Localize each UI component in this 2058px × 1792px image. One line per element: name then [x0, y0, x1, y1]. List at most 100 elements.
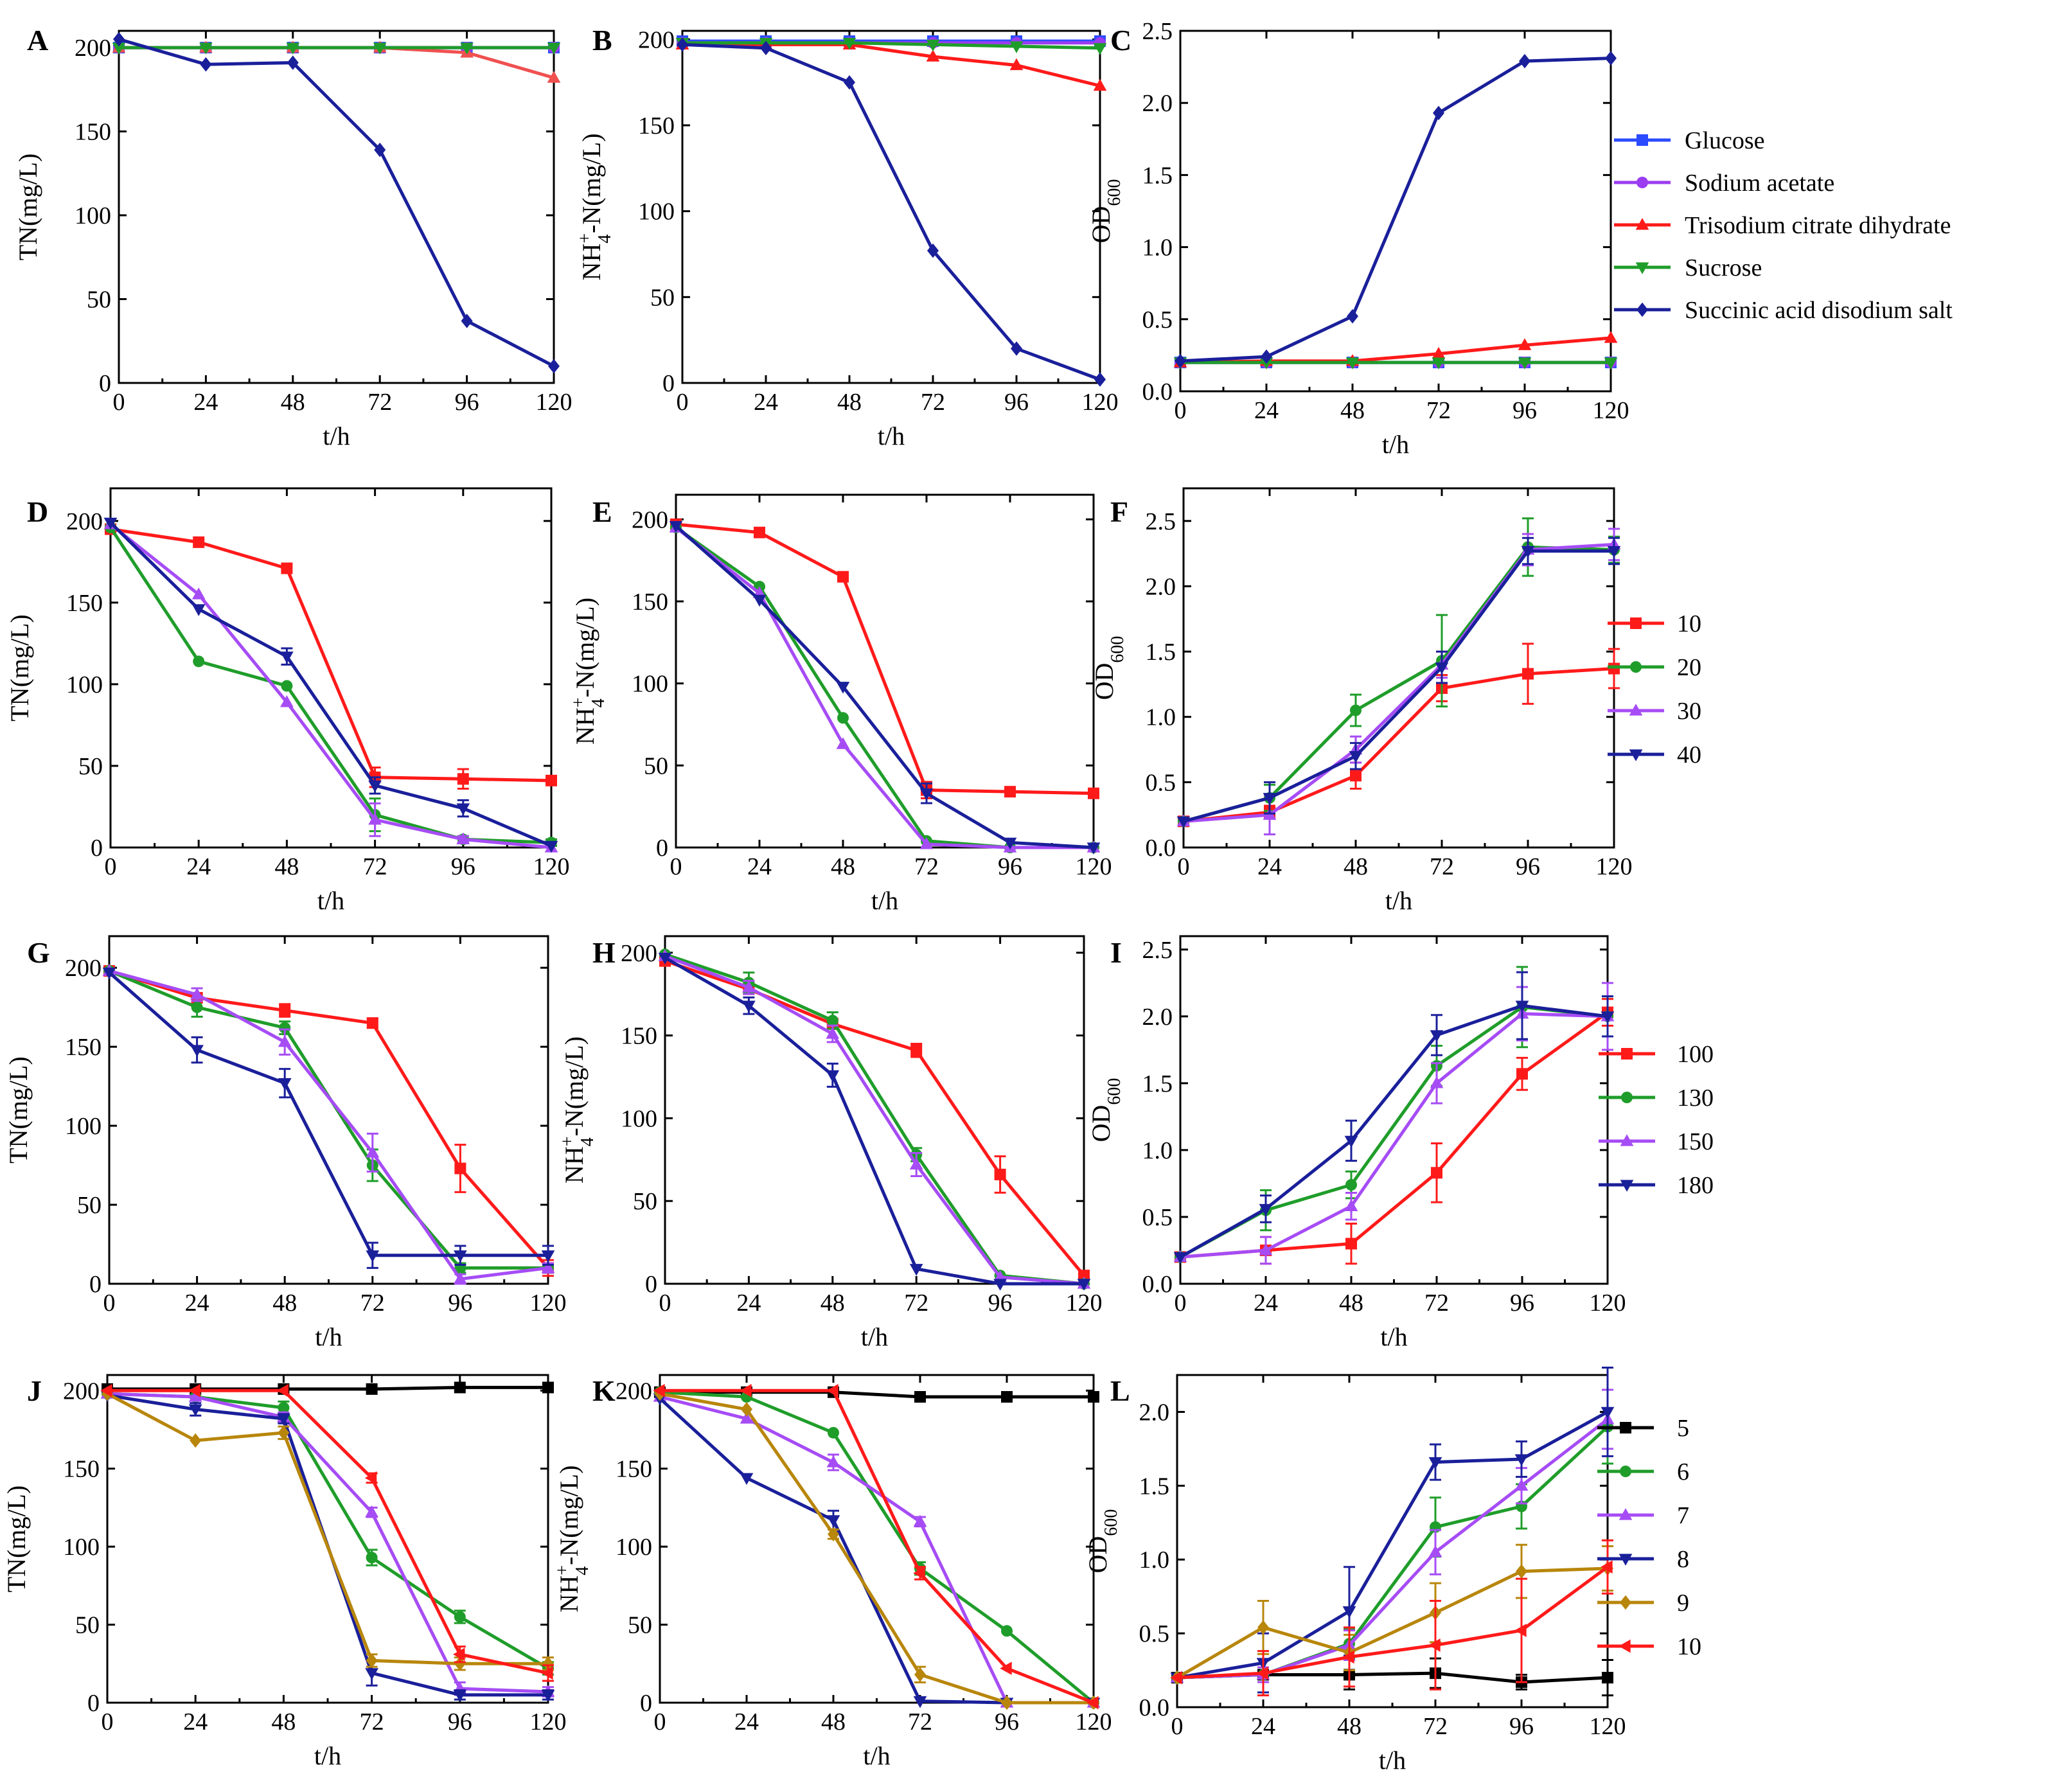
data-point	[460, 42, 474, 55]
data-point	[541, 1250, 555, 1263]
data-point	[909, 1157, 923, 1170]
data-point	[836, 737, 850, 749]
y-tick-label: 0.5	[1142, 306, 1173, 333]
data-point	[1004, 786, 1016, 798]
data-point	[1601, 1406, 1615, 1419]
series-9	[102, 1386, 554, 1671]
legend-carbon-source: Glucose Sodium acetate Trisodium citrate d…	[1614, 127, 1953, 324]
data-point	[547, 71, 561, 83]
y-axis-label: TN(mg/L)	[5, 614, 34, 722]
data-point	[278, 1034, 292, 1047]
legend-entry: Succinic acid disodium salt	[1614, 297, 1953, 324]
x-tick-label: 0	[1178, 853, 1190, 880]
series-130	[1175, 966, 1613, 1263]
y-tick-label: 150	[638, 112, 675, 139]
data-point	[461, 314, 473, 328]
x-tick-label: 72	[1426, 397, 1451, 424]
data-point	[541, 1690, 555, 1702]
y-tick-label: 50	[650, 284, 675, 311]
data-point	[1604, 331, 1618, 343]
legend-marker	[1621, 1048, 1633, 1060]
series-40	[103, 517, 558, 853]
legend-entry: 5	[1597, 1415, 1689, 1442]
data-point	[1342, 1650, 1354, 1664]
x-tick-label: 96	[451, 853, 475, 880]
data-point	[1170, 1671, 1182, 1685]
x-tick-label: 24	[1254, 1290, 1278, 1317]
data-point	[1175, 353, 1186, 369]
y-tick-label: 0.5	[1139, 1620, 1170, 1647]
data-point	[913, 1514, 927, 1527]
legend-entry: Trisodium citrate dihydrate	[1614, 212, 1951, 239]
y-tick-label: 100	[621, 1105, 657, 1132]
legend-marker	[1637, 177, 1648, 188]
data-point	[1350, 704, 1362, 716]
data-point	[1259, 1203, 1273, 1216]
data-point	[279, 1004, 291, 1016]
x-tick-label: 72	[1424, 1290, 1449, 1317]
data-point	[1088, 787, 1099, 799]
data-point	[1604, 357, 1618, 369]
data-point	[546, 774, 557, 786]
data-point	[542, 1381, 554, 1394]
legend-entry: 8	[1597, 1546, 1689, 1573]
y-axis-label: NH4+-N(mg/L)	[553, 1465, 592, 1612]
x-tick-label: 72	[904, 1290, 928, 1317]
y-tick-label: 0	[656, 835, 668, 862]
series-130	[659, 948, 1090, 1290]
series-line	[107, 1388, 549, 1675]
y-tick-label: 1.5	[1146, 639, 1176, 666]
y-tick-label: 2.0	[1139, 1399, 1170, 1426]
x-tick-label: 96	[998, 853, 1022, 880]
x-tick-label: 96	[988, 1290, 1013, 1317]
data-point	[1001, 1695, 1013, 1710]
data-point	[276, 1383, 289, 1397]
data-point	[1515, 1000, 1529, 1013]
data-point	[1607, 546, 1621, 558]
legend-entry: 130	[1599, 1085, 1714, 1112]
x-tick-label: 120	[1593, 397, 1629, 424]
y-tick-label: 150	[616, 1456, 652, 1483]
y-tick-label: 200	[638, 26, 675, 53]
legend-ph: 5 6 7 8 9 10	[1597, 1415, 1701, 1660]
series-line	[659, 1395, 1094, 1705]
series-line	[675, 526, 1094, 849]
data-point	[669, 520, 683, 533]
data-point	[1519, 53, 1530, 69]
data-point	[1516, 1068, 1528, 1080]
legend-label: 5	[1677, 1415, 1689, 1442]
data-point	[1349, 751, 1363, 763]
x-tick-label: 120	[1596, 853, 1633, 880]
series-line	[682, 42, 1101, 381]
y-tick-label: 100	[66, 671, 103, 698]
x-tick-label: 72	[368, 389, 392, 416]
data-point	[1518, 357, 1532, 369]
data-point	[1514, 1478, 1529, 1491]
data-point	[1518, 338, 1532, 350]
data-point	[1428, 1545, 1442, 1557]
data-point	[541, 1261, 555, 1273]
series-line	[107, 1392, 549, 1694]
data-point	[826, 1015, 838, 1027]
y-tick-label: 0	[662, 370, 675, 397]
series-line	[1183, 549, 1614, 823]
legend-label: 150	[1677, 1128, 1714, 1155]
x-tick-label: 24	[734, 1708, 759, 1735]
legend-marker	[1619, 1508, 1633, 1520]
x-tick-label: 48	[281, 389, 305, 416]
y-tick-label: 200	[63, 1378, 100, 1405]
series-line	[675, 524, 1094, 849]
panel-G: G 0 24 48 72 96 120 0 50 100 150 200 t/h TN(mg/L)	[4, 935, 567, 1351]
legend-entry: 100	[1599, 1041, 1714, 1068]
legend-rotation-speed: 100 130 150 180	[1599, 1041, 1714, 1199]
x-tick-label: 0	[670, 853, 682, 880]
legend-marker	[1621, 1092, 1633, 1103]
data-point	[1087, 1696, 1099, 1710]
y-axis-label: OD600	[1090, 636, 1128, 700]
legend-marker	[1619, 1554, 1633, 1566]
data-point	[365, 1505, 378, 1518]
data-point	[454, 1611, 466, 1623]
series-line	[1179, 1004, 1608, 1259]
data-point	[1516, 1564, 1527, 1579]
y-tick-label: 0.0	[1139, 1694, 1170, 1721]
